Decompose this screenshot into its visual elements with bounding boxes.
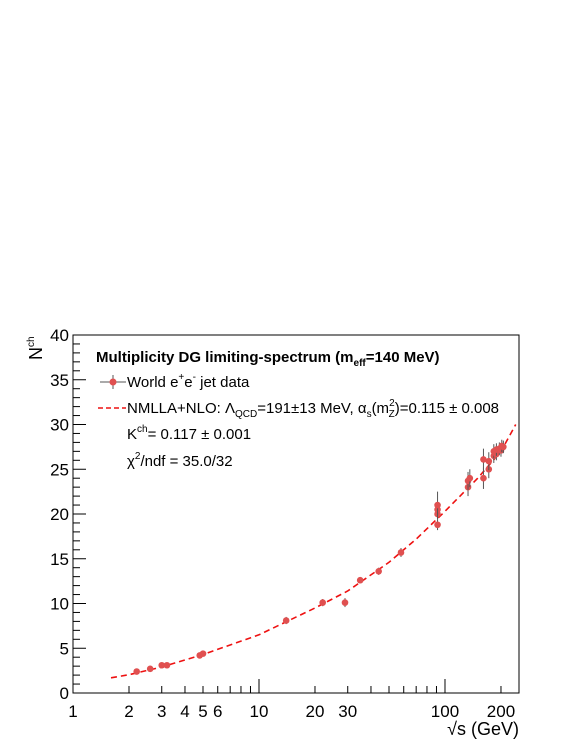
- data-marker: [480, 474, 487, 482]
- data-point: [434, 491, 441, 519]
- data-marker: [341, 599, 349, 606]
- data-marker: [485, 457, 493, 465]
- data-point: [485, 452, 493, 471]
- data-point: [480, 448, 487, 471]
- data-marker: [199, 650, 207, 657]
- x-tick-label: 100: [431, 702, 459, 721]
- data-point: [319, 599, 326, 607]
- y-axis-title-main: N: [26, 347, 46, 360]
- y-axis-title-sup: ch: [26, 336, 37, 347]
- legend-title: Multiplicity DG limiting-spectrum (meff=…: [96, 349, 440, 369]
- data-marker: [434, 501, 441, 509]
- data-point: [356, 576, 364, 584]
- data-marker: [133, 668, 140, 675]
- data-point: [282, 616, 290, 625]
- x-tick-label: 20: [306, 702, 325, 721]
- data-point: [397, 548, 405, 557]
- y-axis-title: Nch: [26, 336, 46, 360]
- x-tick-label: 4: [180, 702, 189, 721]
- legend-fit-label: NMLLA+NLO: ΛQCD=191±13 MeV, αs(m2 Z)=0.11…: [127, 398, 499, 420]
- data-marker: [158, 661, 166, 669]
- data-marker: [466, 474, 474, 482]
- y-tick-label: 10: [50, 595, 69, 614]
- data-point: [500, 440, 507, 454]
- data-point: [163, 661, 171, 669]
- x-tick-label: 3: [157, 702, 166, 721]
- data-point: [434, 519, 441, 531]
- y-tick-label: 20: [50, 505, 69, 524]
- x-tick-label: 200: [487, 702, 515, 721]
- data-point: [158, 661, 166, 669]
- y-tick-label: 30: [50, 416, 69, 435]
- data-point: [146, 665, 154, 673]
- data-point: [133, 668, 140, 675]
- x-tick-label: 5: [198, 702, 207, 721]
- x-tick-label: 2: [124, 702, 133, 721]
- y-tick-label: 35: [50, 371, 69, 390]
- data-point: [199, 650, 207, 657]
- data-point: [375, 567, 382, 575]
- data-marker: [356, 576, 364, 584]
- legend-k-line: Kch= 0.117 ± 0.001: [127, 424, 251, 443]
- axis-ticks: [72, 334, 502, 694]
- x-tick-label: 10: [250, 702, 269, 721]
- y-tick-label: 15: [50, 550, 69, 569]
- data-marker: [480, 456, 487, 463]
- data-marker: [500, 443, 507, 451]
- data-point: [466, 469, 474, 488]
- x-tick-label: 30: [338, 702, 357, 721]
- data-marker: [375, 567, 382, 575]
- y-tick-label: 40: [50, 326, 69, 345]
- data-marker: [319, 599, 326, 606]
- data-marker: [163, 661, 171, 669]
- data-point: [341, 598, 349, 608]
- x-axis-title: √s (GeV): [447, 719, 519, 739]
- legend-data-marker: [109, 378, 117, 386]
- x-tick-label: 6: [213, 702, 222, 721]
- y-tick-label: 0: [60, 684, 69, 703]
- data-point: [480, 467, 487, 489]
- legend-data-label: World e+e- jet data: [127, 372, 250, 391]
- data-marker: [434, 521, 441, 529]
- svg-text:Nch: Nch: [26, 336, 46, 360]
- data-marker: [146, 665, 154, 673]
- x-tick-label: 1: [68, 702, 77, 721]
- data-points-layer: [133, 439, 507, 675]
- y-tick-label: 5: [60, 639, 69, 658]
- y-tick-label: 25: [50, 460, 69, 479]
- legend: Multiplicity DG limiting-spectrum (meff=…: [96, 349, 499, 470]
- legend-chi2-line: χ2/ndf = 35.0/32: [127, 451, 233, 470]
- data-marker: [397, 549, 405, 556]
- data-marker: [282, 617, 290, 624]
